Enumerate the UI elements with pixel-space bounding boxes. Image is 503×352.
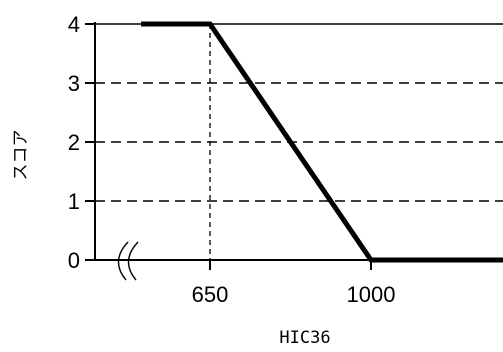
axis-break-mark-right — [127, 241, 139, 281]
y-tick-label-0: 0 — [68, 248, 80, 273]
x-axis-title: HIC36 — [279, 328, 330, 348]
series-line — [141, 21, 503, 263]
y-tick-label-2: 2 — [68, 130, 80, 155]
tick-labels: 0 1 2 3 4 650 1000 — [68, 12, 396, 307]
y-tick-label-3: 3 — [68, 71, 80, 96]
x-tick-label-1000: 1000 — [347, 282, 396, 307]
y-axis-title: スコア — [11, 130, 31, 181]
y-tick-label-4: 4 — [68, 12, 80, 37]
series-polyline — [141, 21, 503, 263]
y-tick-label-1: 1 — [68, 189, 80, 214]
axis-break-mark-left — [117, 241, 129, 281]
x-tick-label-650: 650 — [192, 282, 229, 307]
grid-lines — [95, 23, 503, 260]
